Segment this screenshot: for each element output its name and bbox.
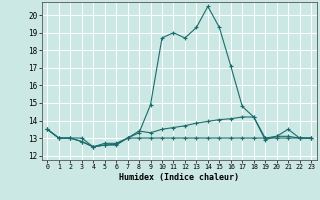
X-axis label: Humidex (Indice chaleur): Humidex (Indice chaleur) — [119, 173, 239, 182]
